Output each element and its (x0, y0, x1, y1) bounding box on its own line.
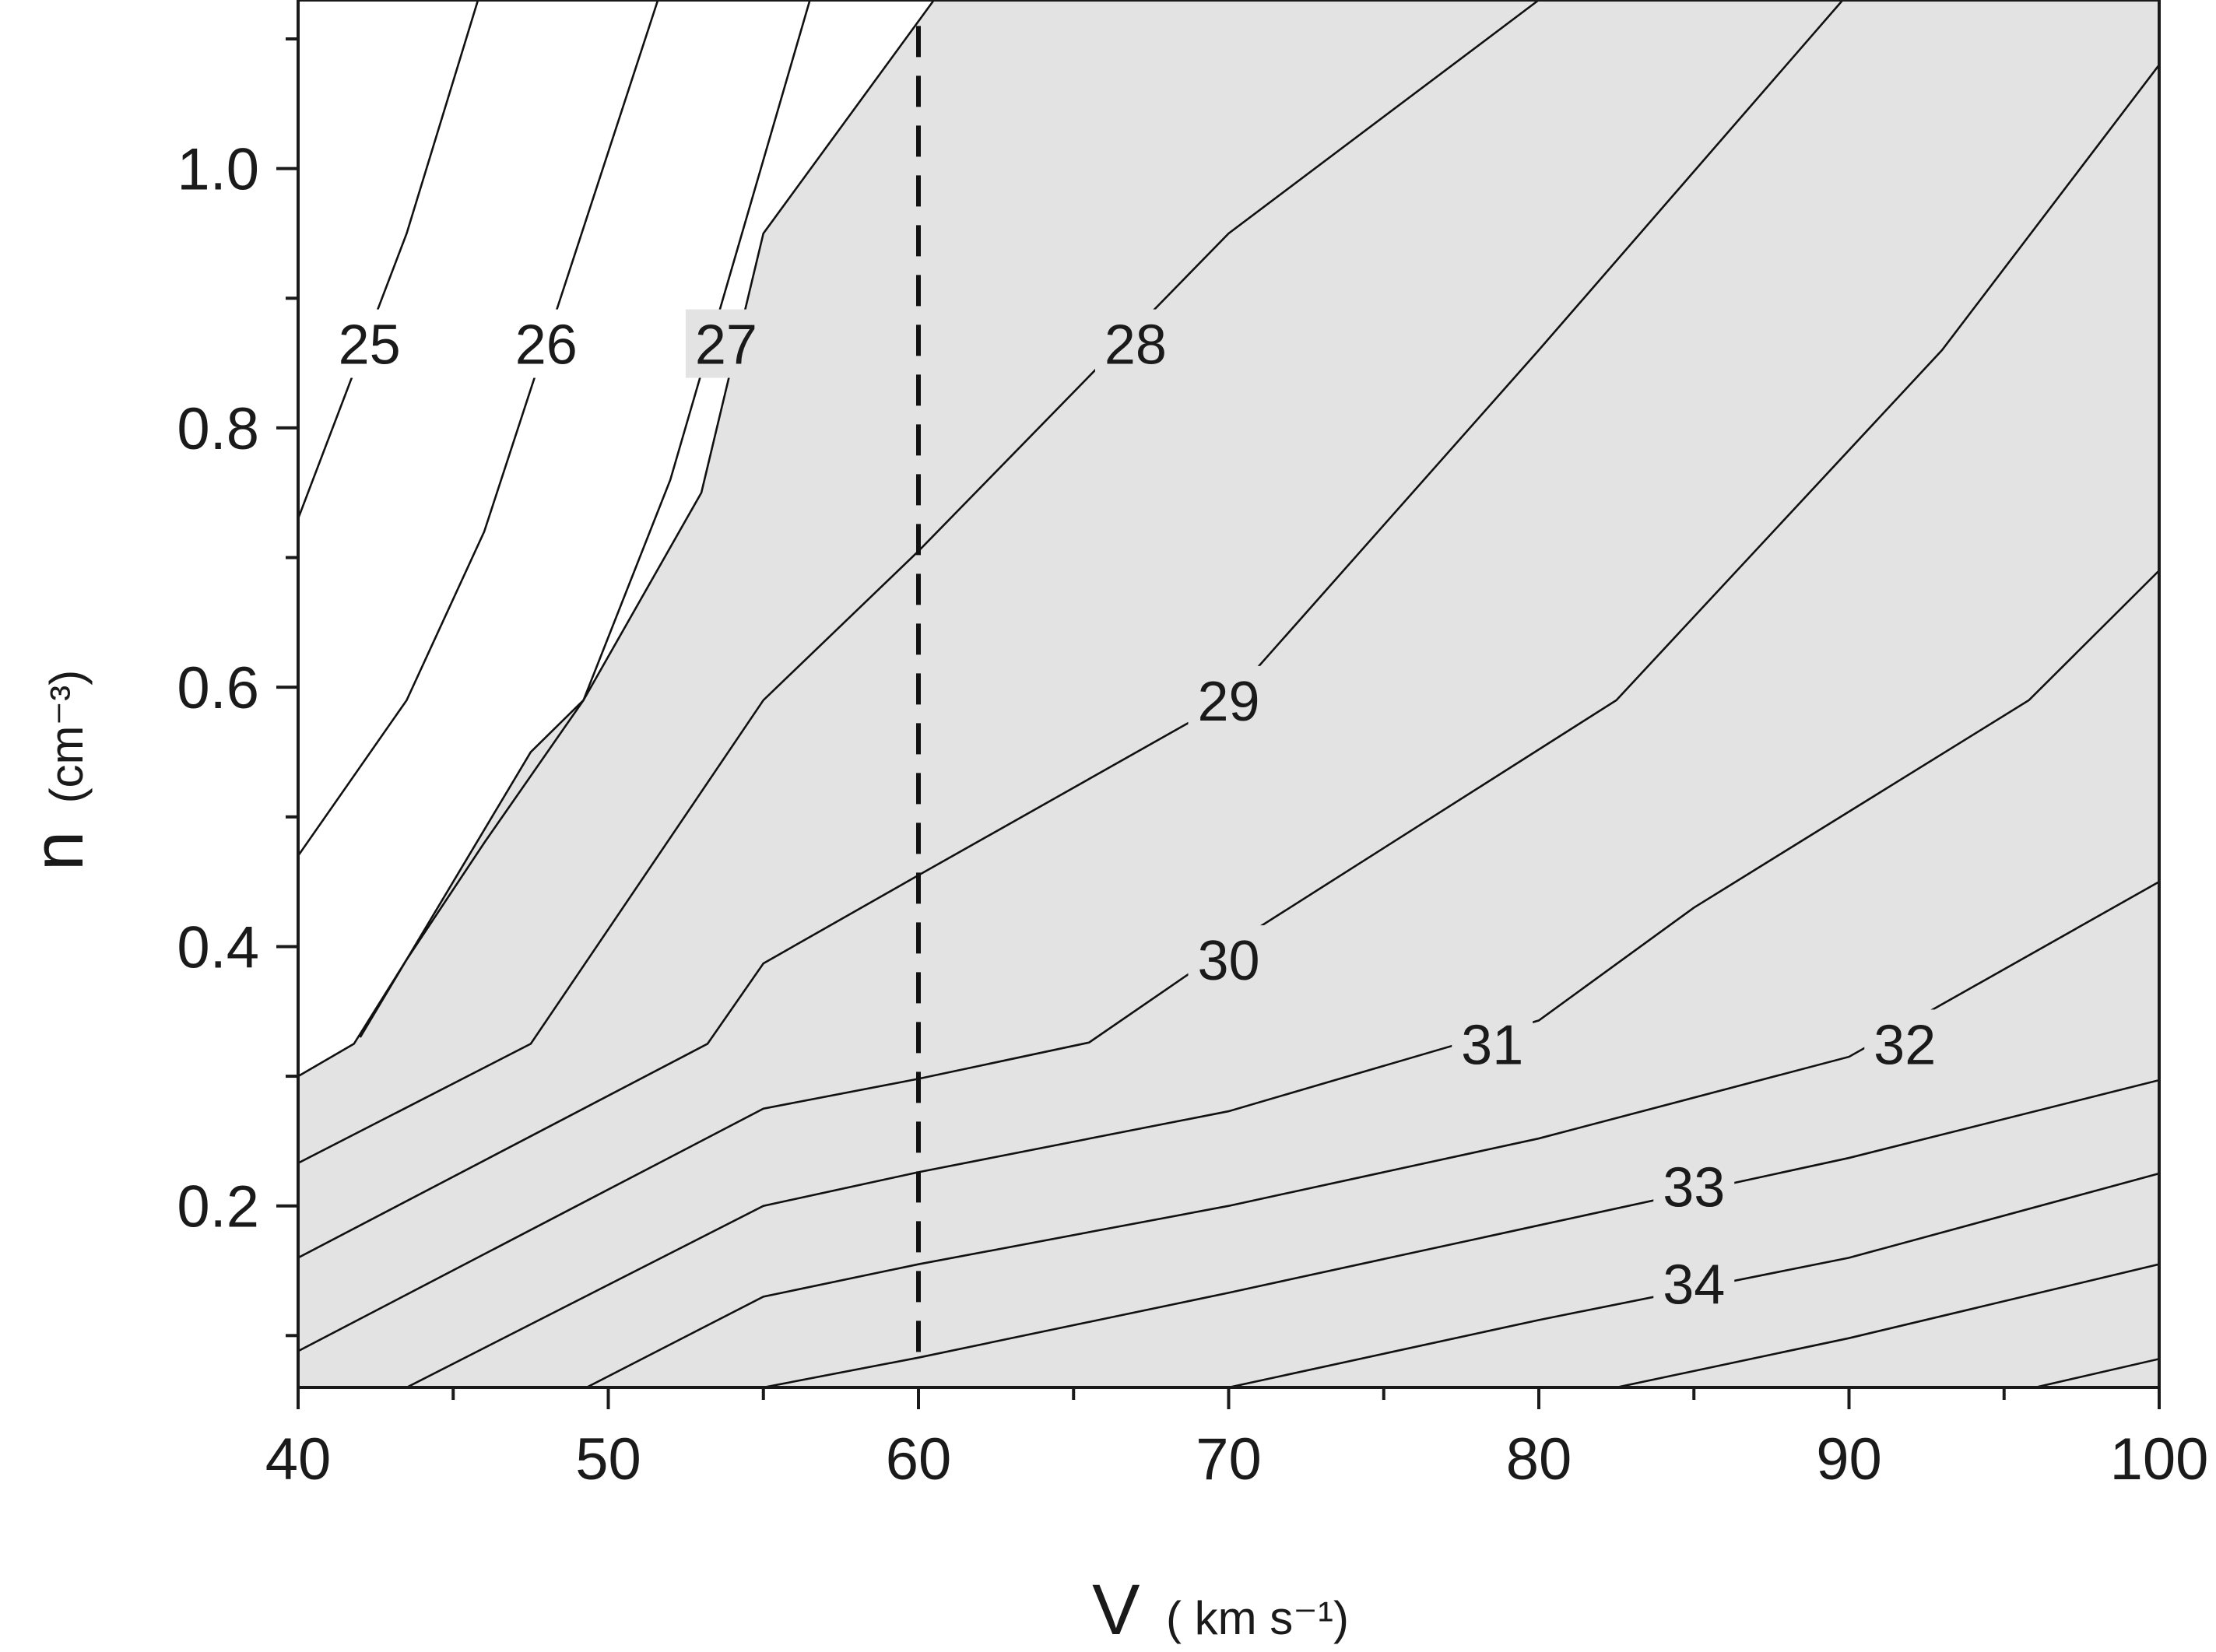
contour-line-unlabeled (2035, 1358, 2159, 1387)
contour-label-31: 31 (1461, 1014, 1523, 1076)
contour-line-25 (298, 0, 659, 857)
x-tick-label: 100 (2110, 1426, 2209, 1492)
contour-line-30 (298, 64, 2159, 1352)
x-axis-title: V ( km s⁻¹) (1092, 1570, 1349, 1650)
contour-label-29: 29 (1197, 671, 1259, 733)
contour-labels: 25 26 27 28 29 30 31 32 33 34 (328, 309, 1946, 1318)
y-tick-label: 0.8 (177, 396, 259, 462)
contour-label-30: 30 (1197, 930, 1259, 992)
contour-label-bg (1188, 925, 1270, 994)
x-tick-label: 70 (1196, 1426, 1262, 1492)
contour-label-bg (1653, 1152, 1735, 1221)
y-axis-variable: n (19, 831, 98, 871)
y-tick-label: 1.0 (177, 137, 259, 203)
contour-line-32 (586, 880, 2159, 1387)
y-tick-label: 0.6 (177, 655, 259, 721)
contour-line-31 (406, 570, 2159, 1387)
x-axis-unit: ( km s⁻¹) (1166, 1592, 1349, 1644)
y-tick-label: 0.2 (177, 1174, 259, 1240)
axes: 40 50 60 70 80 90 100 0.2 0.4 0.6 0.8 1.0 (177, 37, 2209, 1492)
y-tick-label: 0.4 (177, 914, 259, 980)
x-tick-label: 50 (575, 1426, 641, 1492)
contour-label-bg (328, 309, 410, 378)
contour-label-bg (1864, 1009, 1946, 1079)
contour-label-27: 27 (695, 314, 757, 377)
contour-label-bg (685, 309, 767, 378)
contour-label-26: 26 (515, 314, 578, 377)
contour-label-32: 32 (1874, 1014, 1936, 1076)
contour-line-27 (298, 0, 935, 1078)
contour-label-bg (1094, 309, 1176, 378)
x-tick-label: 60 (886, 1426, 952, 1492)
x-axis-variable: V (1092, 1570, 1140, 1650)
contour-label-bg (505, 309, 587, 378)
contour-line-28 (298, 0, 1540, 1164)
y-axis-unit: (cm⁻³) (40, 670, 93, 804)
x-tick-label: 80 (1506, 1426, 1572, 1492)
y-axis-title: n (cm⁻³) (19, 670, 98, 871)
contour-label-25: 25 (339, 314, 401, 377)
x-tick-label: 90 (1816, 1426, 1882, 1492)
contour-label-bg (1452, 1009, 1533, 1079)
contour-label-bg (1188, 665, 1270, 735)
contour-line-25 (298, 0, 479, 520)
x-tick-label: 40 (265, 1426, 332, 1492)
contour-label-34: 34 (1663, 1254, 1725, 1317)
contour-label-28: 28 (1104, 314, 1167, 377)
contour-lines (298, 0, 2159, 1387)
contour-label-33: 33 (1663, 1157, 1725, 1219)
contour-label-bg (1653, 1249, 1735, 1318)
contour-line-33 (763, 1079, 2159, 1387)
contour-line-unlabeled (1616, 1263, 2159, 1387)
